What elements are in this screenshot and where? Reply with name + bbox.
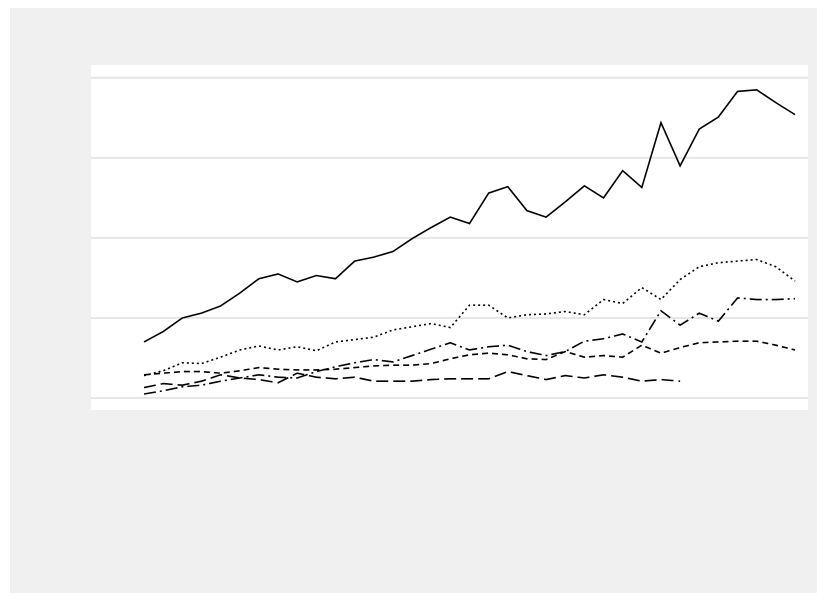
line	[143, 370, 681, 389]
line	[143, 258, 796, 377]
line	[143, 340, 796, 376]
line	[143, 88, 796, 343]
line	[143, 297, 796, 395]
